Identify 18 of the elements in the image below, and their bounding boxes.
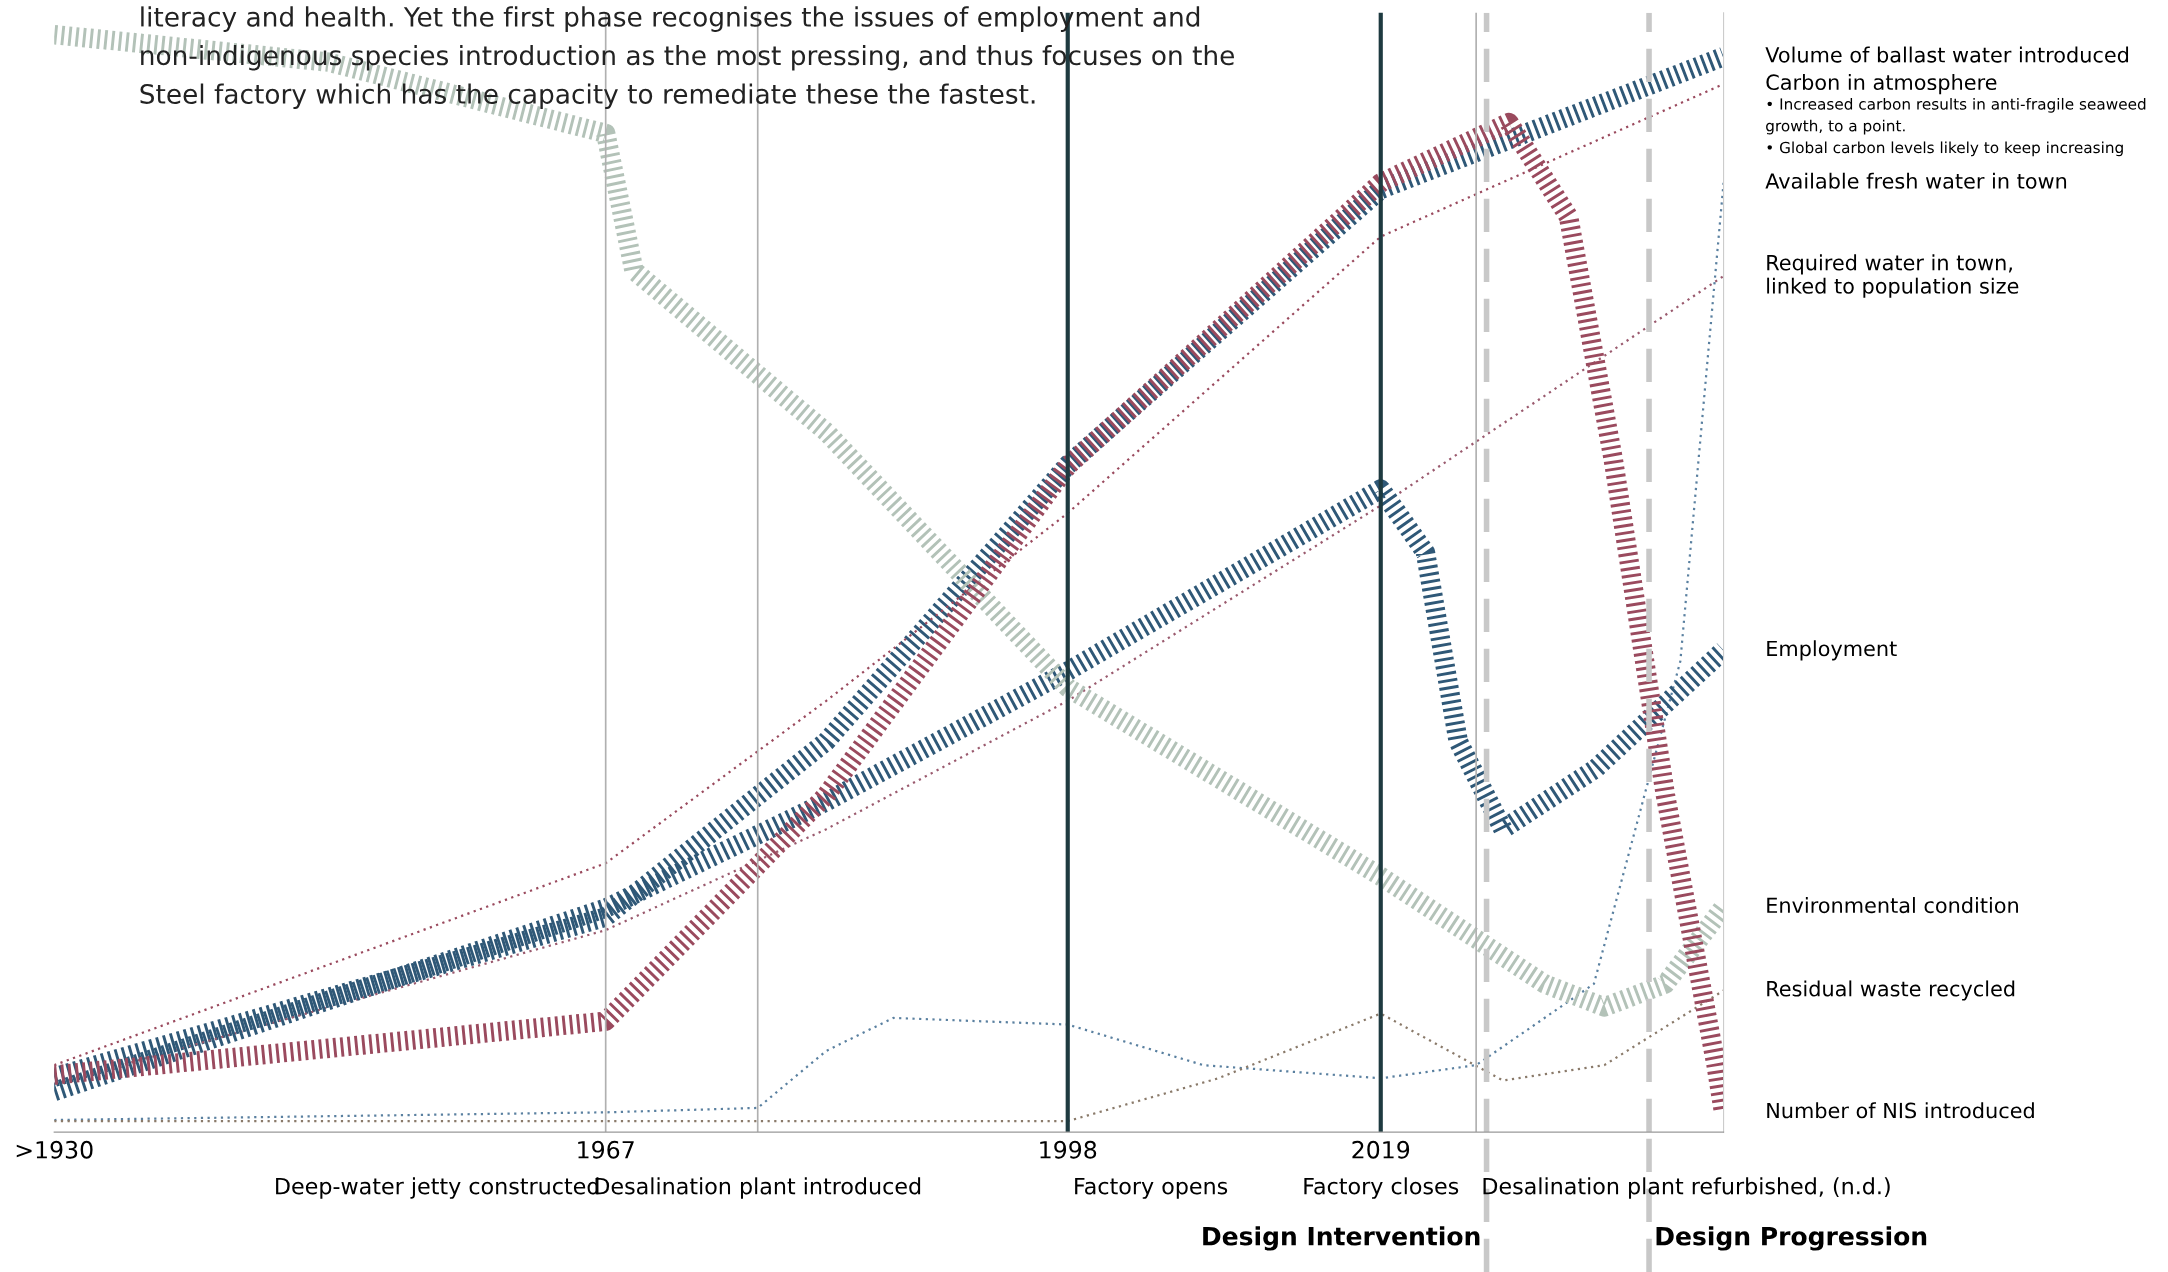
text: Required water in town, linked to population size [1767,254,2019,298]
text: Volume of ballast water introduced [1765,46,2129,63]
x-tick-label: 1998 [1040,1140,1097,1159]
x-tick-label: >1930 [16,1140,93,1159]
text: Employment [1767,640,1897,661]
text: Environmental condition [1767,897,2018,914]
text: • Increased carbon results in anti-fragile seaweed growth, to a point. • Global carbon levels likely to keep increasing [1766,97,2146,157]
text: Number of NIS introduced [1767,1102,2034,1119]
ref-line-label: Factory opens [1075,1177,1228,1199]
text: Available fresh water in town [1765,172,2067,189]
ref-line-label: Desalination plant refurbished, (n.d.) [1483,1177,1890,1199]
x-tick-label: 2019 [1352,1140,1410,1159]
x-tick-label: 1967 [578,1140,634,1159]
ref-line-label: Design Progression [1656,1226,1927,1251]
text: Residual waste recycled [1767,980,2015,1001]
text: Carbon in atmosphere [1766,73,1997,95]
ref-line-label: Design Intervention [1203,1226,1480,1251]
ref-line-label: Factory closes [1304,1177,1459,1199]
